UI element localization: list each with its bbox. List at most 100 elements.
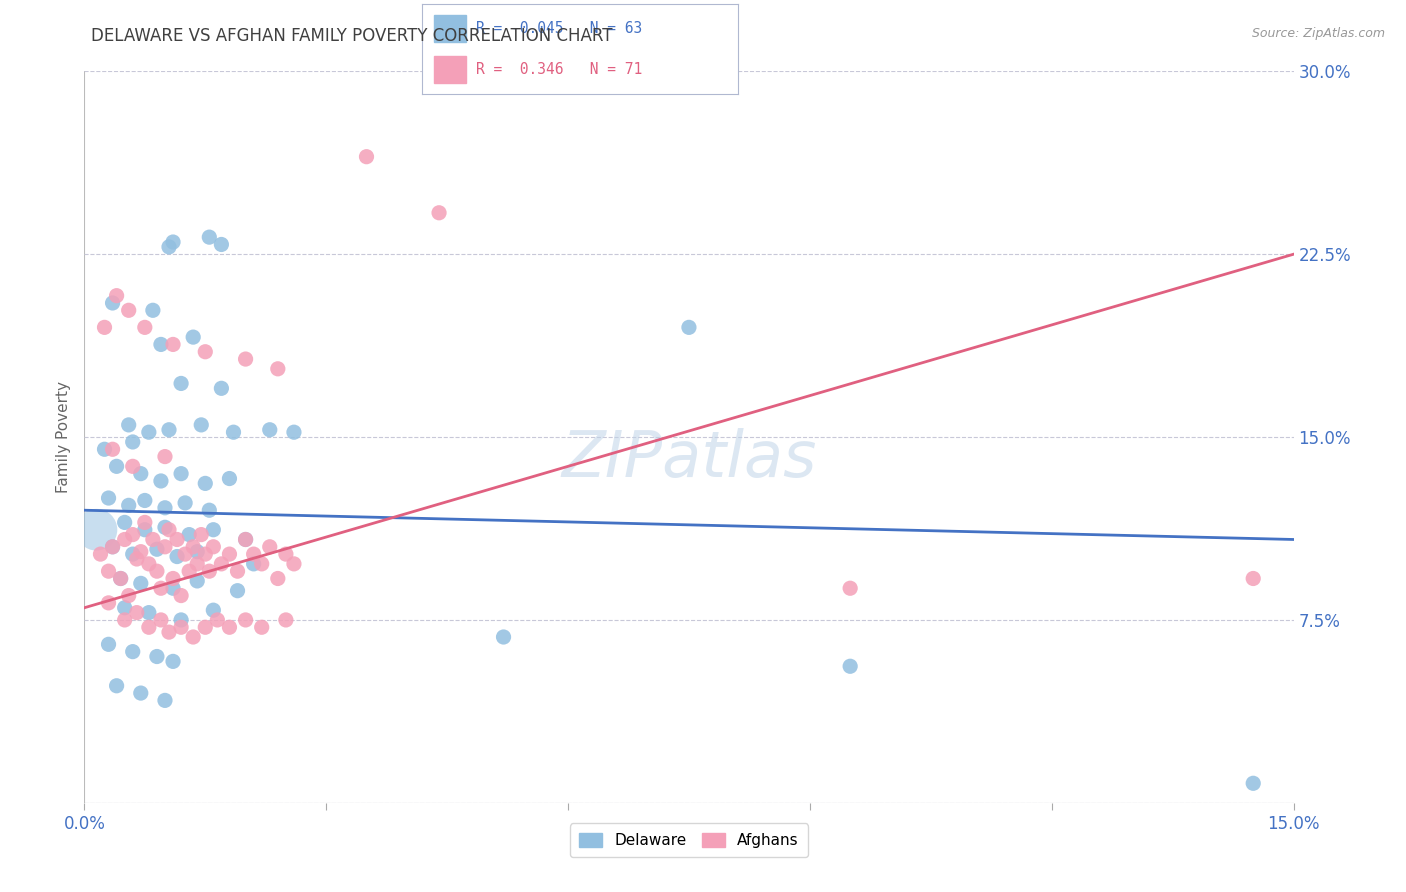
Point	[125, 552, 148, 566]
Point	[186, 557, 208, 571]
Point	[86, 523, 108, 537]
Text: DELAWARE VS AFGHAN FAMILY POVERTY CORRELATION CHART: DELAWARE VS AFGHAN FAMILY POVERTY CORREL…	[91, 27, 613, 45]
Point	[162, 235, 184, 249]
Point	[170, 613, 193, 627]
Point	[283, 425, 305, 440]
Point	[101, 540, 124, 554]
Point	[153, 693, 176, 707]
Point	[129, 544, 152, 558]
Point	[138, 606, 160, 620]
Point	[250, 620, 273, 634]
Point	[110, 572, 132, 586]
Point	[235, 533, 257, 547]
Point	[121, 434, 143, 449]
Point	[1241, 572, 1264, 586]
Point	[174, 547, 197, 561]
Point	[142, 533, 165, 547]
Point	[209, 381, 232, 395]
Point	[218, 547, 240, 561]
Point	[138, 620, 160, 634]
Point	[134, 493, 156, 508]
Point	[105, 679, 128, 693]
Legend: Delaware, Afghans: Delaware, Afghans	[569, 823, 808, 857]
Point	[839, 659, 862, 673]
Point	[138, 557, 160, 571]
Point	[162, 572, 184, 586]
Point	[166, 533, 188, 547]
Text: R =  0.346   N = 71: R = 0.346 N = 71	[475, 62, 641, 77]
Point	[153, 520, 176, 534]
Point	[198, 230, 221, 244]
Point	[186, 544, 208, 558]
Point	[209, 557, 232, 571]
Point	[170, 376, 193, 391]
Point	[153, 450, 176, 464]
Point	[198, 564, 221, 578]
Point	[101, 540, 124, 554]
Point	[259, 423, 281, 437]
Point	[105, 459, 128, 474]
Point	[242, 547, 264, 561]
Point	[149, 581, 172, 595]
Bar	[434, 15, 467, 42]
Point	[118, 417, 141, 432]
Point	[97, 637, 120, 651]
Point	[170, 589, 193, 603]
Point	[283, 557, 305, 571]
Point	[149, 474, 172, 488]
Point	[218, 620, 240, 634]
Text: R = -0.045   N = 63: R = -0.045 N = 63	[475, 21, 641, 36]
Point	[170, 620, 193, 634]
Point	[97, 596, 120, 610]
Point	[235, 533, 257, 547]
Point	[101, 296, 124, 310]
Point	[142, 303, 165, 318]
Point	[153, 500, 176, 515]
Point	[356, 150, 378, 164]
Point	[202, 603, 225, 617]
Point	[134, 523, 156, 537]
Point	[157, 423, 180, 437]
Point	[250, 557, 273, 571]
Point	[97, 491, 120, 505]
Point	[146, 542, 169, 557]
Text: Source: ZipAtlas.com: Source: ZipAtlas.com	[1251, 27, 1385, 40]
Point	[114, 516, 136, 530]
Point	[121, 547, 143, 561]
Point	[146, 649, 169, 664]
Point	[121, 645, 143, 659]
Point	[202, 523, 225, 537]
Point	[194, 476, 217, 491]
Point	[110, 572, 132, 586]
Point	[146, 564, 169, 578]
Point	[170, 467, 193, 481]
Point	[114, 600, 136, 615]
Point	[190, 527, 212, 541]
Point	[93, 442, 115, 457]
Point	[267, 361, 290, 376]
Point	[226, 564, 249, 578]
Point	[93, 320, 115, 334]
Point	[259, 540, 281, 554]
Point	[134, 516, 156, 530]
Point	[1241, 776, 1264, 790]
Point	[267, 572, 290, 586]
Point	[274, 613, 297, 627]
Point	[179, 527, 201, 541]
Point	[114, 533, 136, 547]
Point	[186, 574, 208, 588]
Point	[492, 630, 515, 644]
Point	[157, 523, 180, 537]
Point	[174, 496, 197, 510]
Point	[129, 686, 152, 700]
Point	[181, 540, 204, 554]
Point	[235, 613, 257, 627]
Point	[121, 459, 143, 474]
Point	[101, 442, 124, 457]
Point	[129, 576, 152, 591]
Point	[181, 330, 204, 344]
Point	[157, 625, 180, 640]
Point	[242, 557, 264, 571]
Point	[226, 583, 249, 598]
Point	[118, 499, 141, 513]
